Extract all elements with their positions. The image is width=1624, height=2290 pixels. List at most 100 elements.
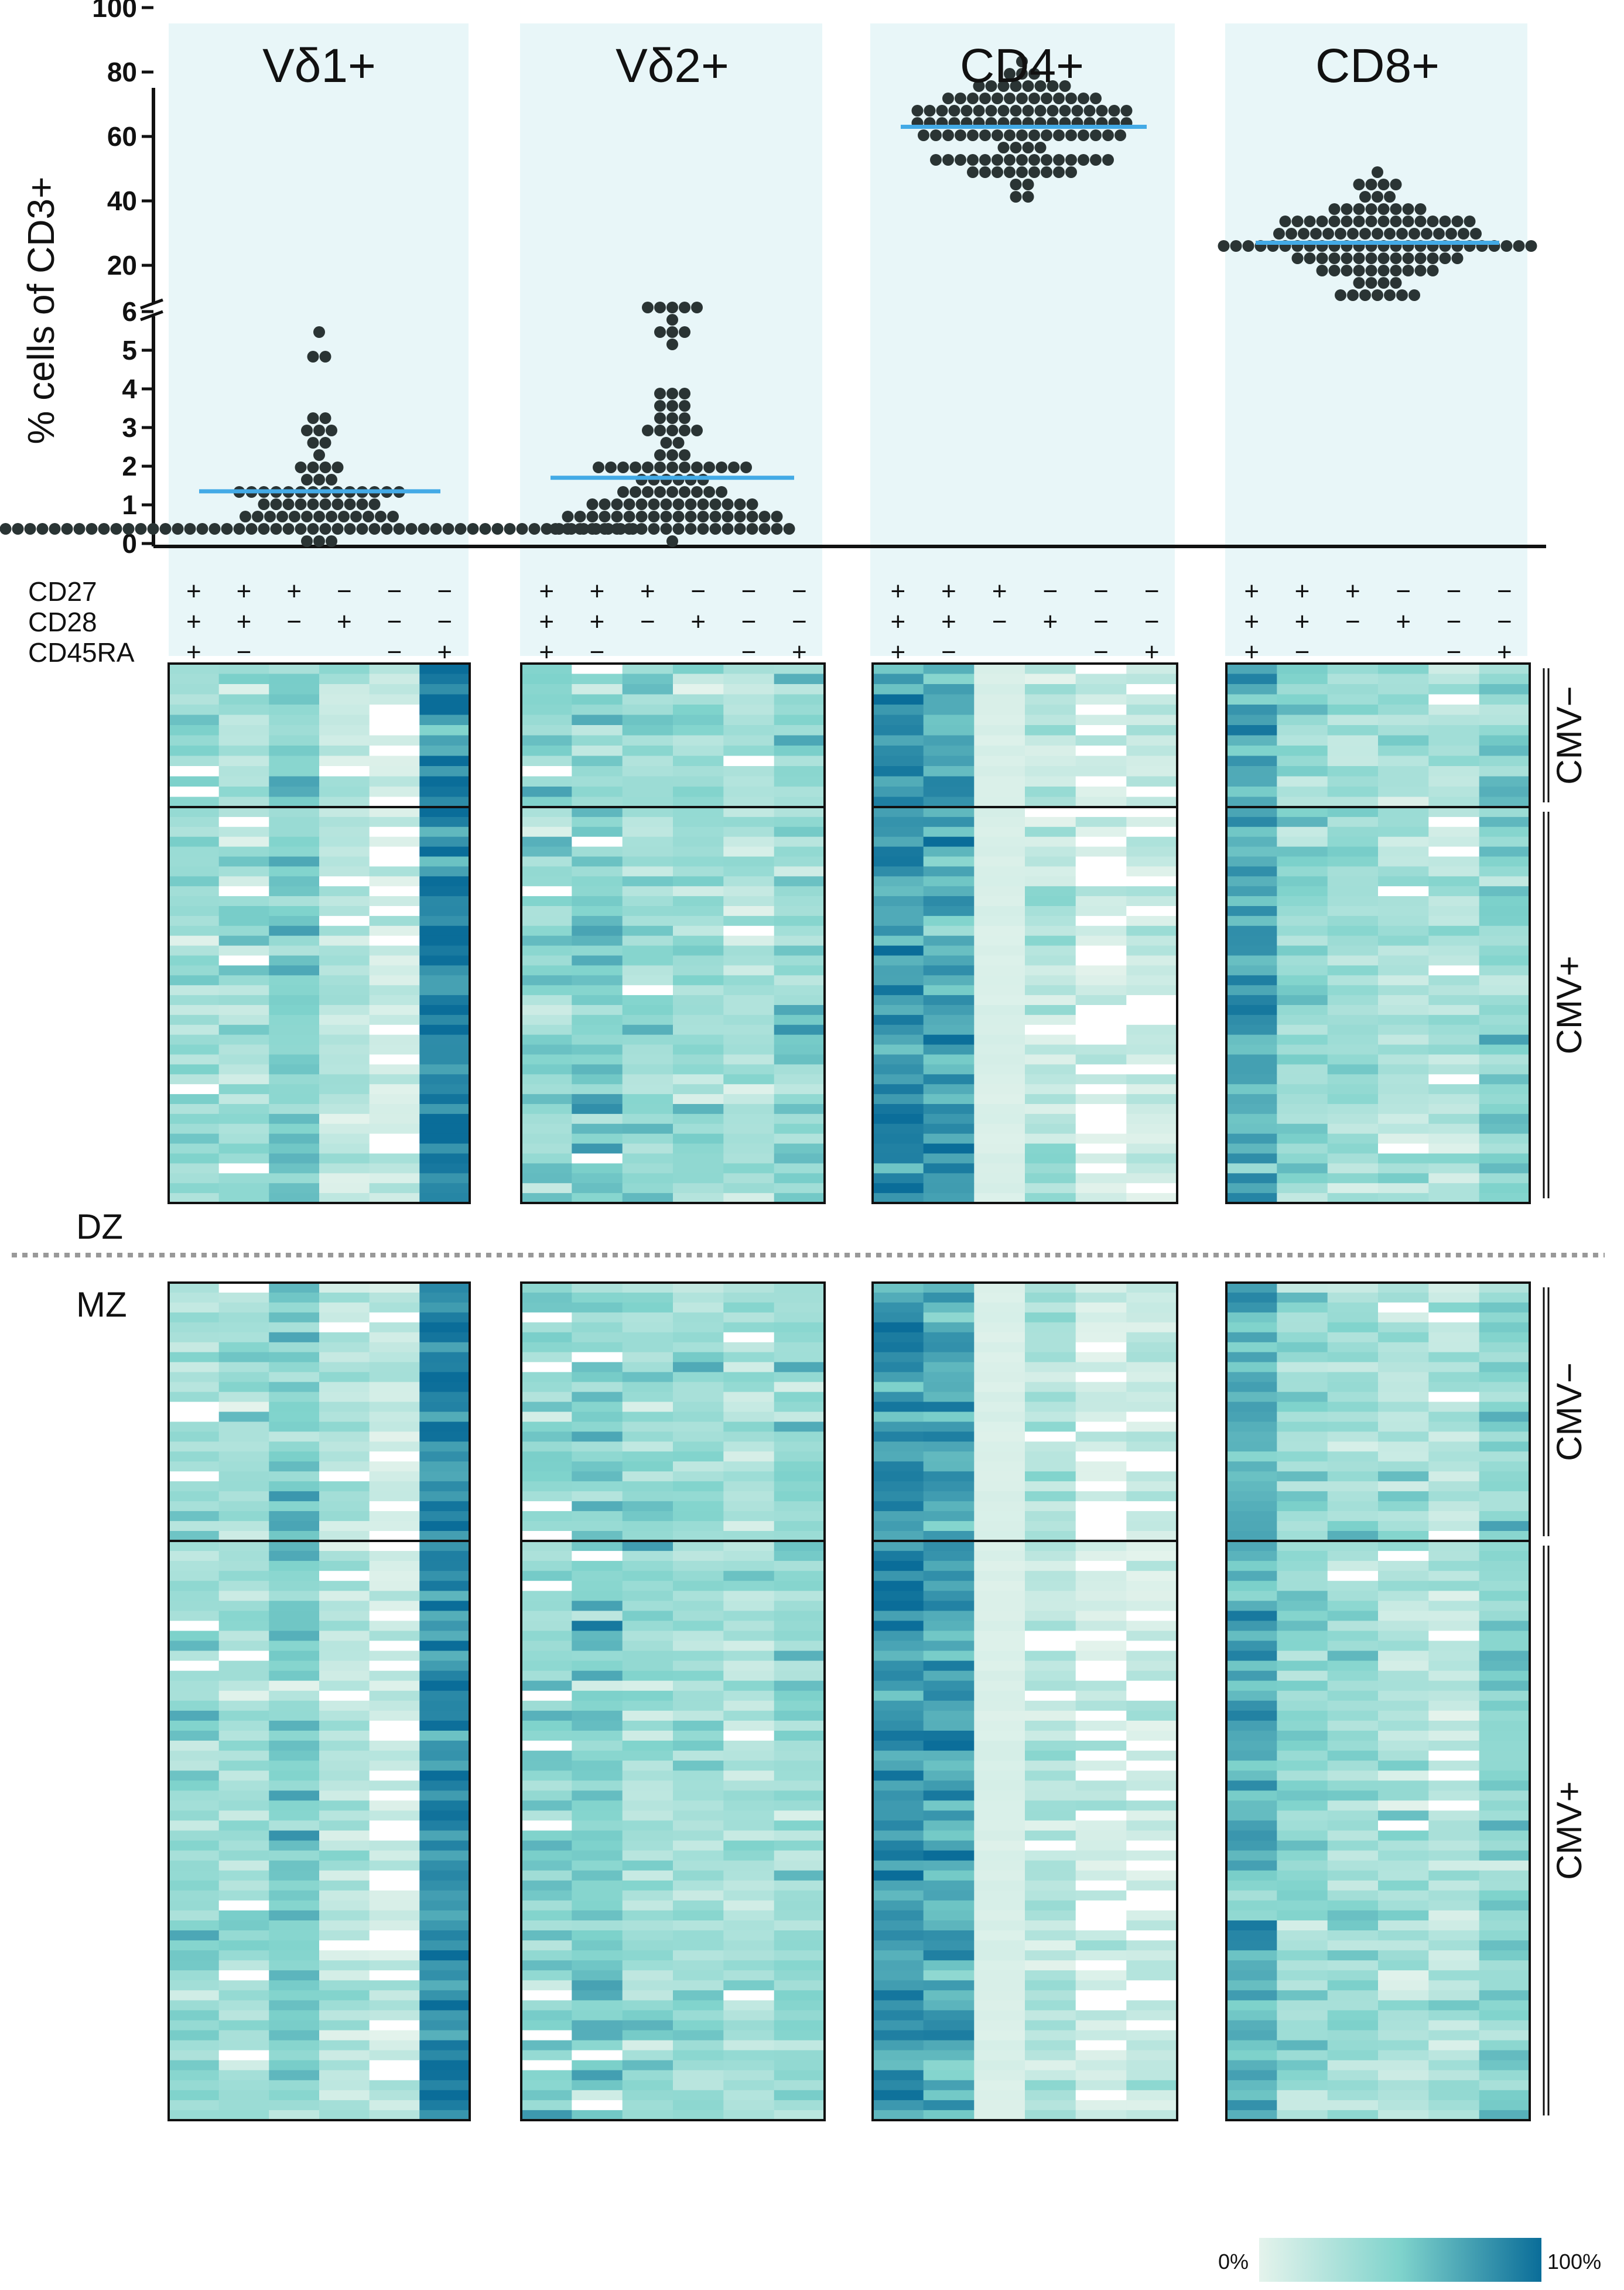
heatmap-cell <box>1327 1541 1379 1551</box>
heatmap-cell <box>873 915 924 927</box>
heatmap-cell <box>1428 1920 1480 1931</box>
heatmap-cell <box>419 1650 470 1662</box>
heatmap-cell <box>369 925 420 936</box>
heatmap-cell <box>1025 1870 1076 1881</box>
heatmap-cell <box>1025 1591 1076 1601</box>
heatmap-cell <box>1075 766 1127 777</box>
heatmap-cell <box>1378 1800 1429 1811</box>
data-point <box>1041 129 1052 141</box>
heatmap-cell <box>673 1034 724 1045</box>
heatmap-cell <box>169 1790 220 1801</box>
heatmap-cell <box>269 1551 320 1561</box>
heatmap-cell <box>873 906 924 917</box>
heatmap-cell <box>521 1084 572 1095</box>
heatmap-cell <box>319 1322 370 1333</box>
heatmap-cell <box>774 925 825 936</box>
heatmap-cell <box>974 985 1025 996</box>
heatmap-cell <box>218 1372 269 1383</box>
scatter-points <box>0 56 1537 547</box>
heatmap-cell <box>774 826 825 838</box>
heatmap-cell <box>923 1621 975 1632</box>
heatmap-cell <box>521 694 572 705</box>
heatmap-cell <box>521 995 572 1006</box>
heatmap-cell <box>1075 674 1127 685</box>
heatmap-cell <box>218 1800 269 1811</box>
heatmap-cell <box>1075 1751 1127 1761</box>
heatmap-cell <box>169 1024 220 1035</box>
heatmap-cell <box>1327 1163 1379 1174</box>
heatmap-cell <box>521 1741 572 1751</box>
data-point <box>504 523 516 535</box>
data-point <box>722 498 734 510</box>
heatmap-cell <box>218 1471 269 1482</box>
heatmap-cell <box>1126 807 1178 818</box>
heatmap-cell <box>1277 1153 1328 1164</box>
heatmap-cell <box>419 1880 470 1891</box>
panel-background-1 <box>169 23 469 656</box>
heatmap-cell <box>369 1511 420 1522</box>
heatmap-cell <box>1025 965 1076 976</box>
heatmap-cell <box>269 1581 320 1591</box>
heatmap-cell <box>521 1990 572 2001</box>
heatmap-cell <box>572 1631 623 1642</box>
heatmap-cell <box>269 945 320 956</box>
heatmap-cell <box>774 1890 825 1901</box>
data-point <box>1390 265 1402 276</box>
heatmap-cell <box>1226 2070 1277 2081</box>
heatmap-cell <box>873 1123 924 1134</box>
heatmap-cell <box>218 2040 269 2051</box>
heatmap-cell <box>923 1312 975 1323</box>
data-point <box>110 523 122 535</box>
heatmap-cell <box>419 836 470 847</box>
heatmap-cell <box>521 1700 572 1711</box>
heatmap-cell <box>521 1352 572 1363</box>
heatmap-cell <box>419 1143 470 1154</box>
heatmap-cell <box>1428 955 1480 966</box>
data-point <box>331 462 344 473</box>
heatmap-cell <box>622 1402 673 1413</box>
data-point <box>599 511 611 522</box>
heatmap-cell <box>169 1840 220 1851</box>
heatmap-cell <box>1428 1431 1480 1442</box>
heatmap-cell <box>1327 746 1379 757</box>
heatmap-cell <box>572 735 623 746</box>
heatmap-cell <box>873 2050 924 2061</box>
heatmap-cell <box>218 1005 269 1016</box>
heatmap-cell <box>369 846 420 857</box>
heatmap-cell <box>923 1143 975 1154</box>
heatmap-cell <box>1428 965 1480 976</box>
data-point <box>1090 154 1102 166</box>
data-point <box>1047 105 1059 117</box>
heatmap-cell <box>1126 965 1178 976</box>
heatmap-cell <box>673 1591 724 1601</box>
heatmap-cell <box>1226 1441 1277 1452</box>
heatmap-cell <box>873 886 924 897</box>
heatmap-cell <box>572 1551 623 1561</box>
heatmap-cell <box>774 787 825 798</box>
heatmap-cell <box>1025 1720 1076 1731</box>
heatmap-cell <box>218 1501 269 1512</box>
data-point <box>1059 105 1071 117</box>
heatmap-cell <box>873 1631 924 1642</box>
heatmap-cell <box>169 1133 220 1144</box>
data-point <box>1365 179 1377 190</box>
heatmap-cell <box>419 2070 470 2081</box>
heatmap-cell <box>369 1044 420 1055</box>
heatmap-cell <box>723 945 775 956</box>
heatmap-cell <box>572 1731 623 1741</box>
heatmap-cell <box>1025 797 1076 808</box>
heatmap-cell <box>521 1950 572 1961</box>
panel-title-4: CD8+ <box>1315 39 1440 93</box>
heatmap-cell <box>419 915 470 927</box>
heatmap-cell <box>723 1123 775 1134</box>
heatmap-cell <box>419 2060 470 2071</box>
heatmap-cell <box>923 664 975 675</box>
heatmap-cell <box>1226 1910 1277 1921</box>
heatmap-cell <box>521 1133 572 1144</box>
heatmap-cell <box>723 1950 775 1961</box>
heatmap-cell <box>218 1571 269 1581</box>
heatmap-cell <box>218 1591 269 1601</box>
heatmap-cell <box>169 1601 220 1611</box>
heatmap-cell <box>923 1860 975 1871</box>
heatmap-cell <box>1428 2050 1480 2061</box>
